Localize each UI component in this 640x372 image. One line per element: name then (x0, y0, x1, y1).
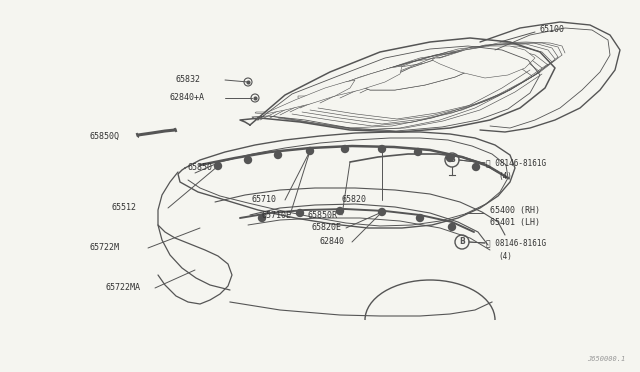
Text: 65401 (LH): 65401 (LH) (490, 218, 540, 228)
Polygon shape (432, 46, 535, 78)
Circle shape (342, 145, 349, 153)
Circle shape (307, 148, 314, 154)
Circle shape (275, 151, 282, 158)
Text: 65400 (RH): 65400 (RH) (490, 205, 540, 215)
Text: Ⓑ 08146-8161G: Ⓑ 08146-8161G (486, 158, 546, 167)
Text: B: B (459, 237, 465, 247)
Circle shape (449, 224, 456, 231)
Text: 65722MA: 65722MA (105, 283, 140, 292)
Text: (4): (4) (498, 171, 512, 180)
Text: 65850: 65850 (188, 164, 213, 173)
Text: Ⓑ 08146-8161G: Ⓑ 08146-8161G (486, 238, 546, 247)
Text: J650000.1: J650000.1 (587, 356, 625, 362)
Polygon shape (255, 80, 355, 114)
Text: 65722M: 65722M (90, 244, 120, 253)
Circle shape (214, 163, 221, 170)
Circle shape (259, 215, 266, 221)
Circle shape (378, 145, 385, 153)
Circle shape (447, 154, 454, 161)
Text: 65820E: 65820E (312, 224, 342, 232)
Text: 65820: 65820 (342, 196, 367, 205)
Text: 65710E: 65710E (262, 211, 292, 219)
Text: B: B (449, 155, 455, 164)
Text: 65512: 65512 (112, 203, 137, 212)
Circle shape (244, 157, 252, 164)
Circle shape (415, 148, 422, 155)
Polygon shape (298, 66, 402, 100)
Text: (4): (4) (498, 251, 512, 260)
Text: 65100: 65100 (540, 26, 565, 35)
Circle shape (472, 164, 479, 170)
Circle shape (337, 208, 344, 215)
Circle shape (378, 208, 385, 215)
Text: 62840+A: 62840+A (170, 93, 205, 103)
Text: 65832: 65832 (175, 76, 200, 84)
Text: 65850R: 65850R (308, 211, 338, 219)
Text: 62840: 62840 (320, 237, 345, 247)
Text: 65850Q: 65850Q (90, 131, 120, 141)
Polygon shape (360, 50, 490, 90)
Circle shape (417, 215, 424, 221)
Circle shape (296, 209, 303, 217)
Text: 65710: 65710 (252, 196, 277, 205)
